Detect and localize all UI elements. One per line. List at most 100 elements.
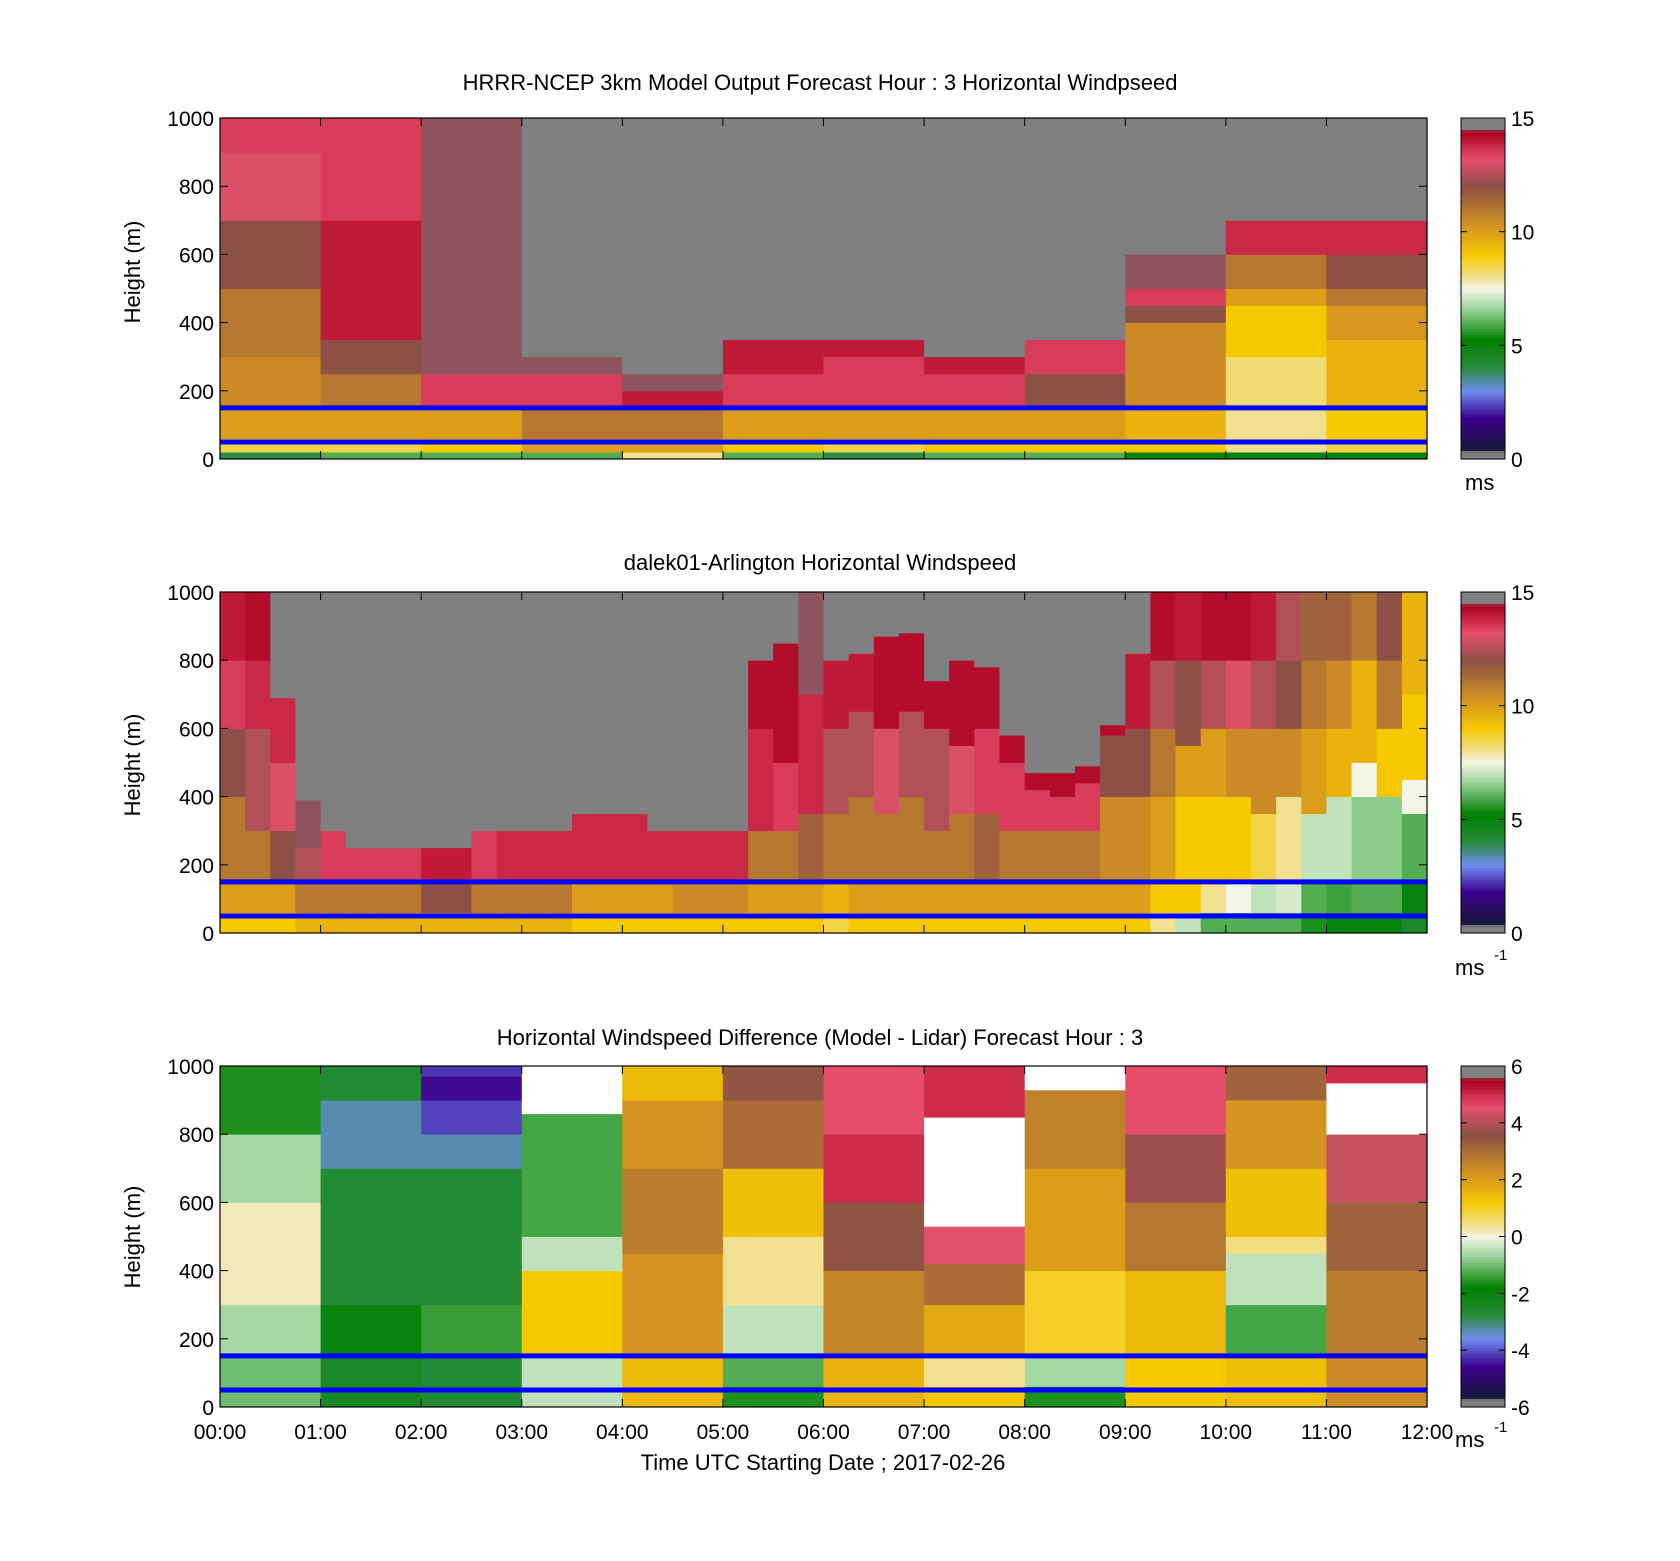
heatmap-cell: [1150, 660, 1177, 729]
heatmap-cell: [924, 407, 1026, 439]
heatmap-cell: [597, 881, 623, 913]
colorbar-swatch: [1461, 1128, 1505, 1132]
colorbar-swatch: [1461, 379, 1505, 383]
colorbar-swatch: [1461, 177, 1505, 182]
colorbar-swatch: [1461, 637, 1505, 641]
heatmap-cell: [1200, 881, 1227, 913]
colorbar-swatch: [1461, 240, 1505, 244]
colorbar-swatch: [1461, 1088, 1505, 1093]
colorbar-swatch: [1461, 260, 1505, 264]
heatmap-cell: [220, 220, 322, 289]
colorbar-swatch: [1461, 200, 1505, 204]
heatmap-cell: [1024, 789, 1051, 832]
heatmap-cell: [1100, 725, 1126, 736]
colorbar-swatch: [1461, 1227, 1505, 1232]
heatmap-cell: [521, 592, 548, 814]
colorbar-swatch: [1461, 671, 1505, 676]
colorbar-swatch: [1461, 924, 1505, 928]
heatmap-cell: [748, 660, 774, 729]
colorbar-swatch: [1461, 1404, 1505, 1408]
x-tick-label: 00:00: [194, 1421, 247, 1444]
heatmap-cell: [1326, 1202, 1428, 1271]
colorbar-swatch: [1461, 668, 1505, 673]
heatmap-cell: [521, 830, 548, 883]
colorbar-swatch: [1461, 1199, 1505, 1203]
colorbar-swatch: [1461, 405, 1505, 409]
colorbar-swatch: [1461, 1335, 1505, 1340]
heatmap-cell: [823, 660, 850, 729]
colorbar-swatch: [1461, 430, 1505, 435]
heatmap-cell: [672, 830, 699, 883]
heatmap-cell: [974, 813, 1001, 883]
colorbar-swatch: [1461, 643, 1505, 647]
heatmap-cell: [1251, 592, 1277, 661]
heatmap-cell: [1326, 254, 1428, 289]
colorbar-swatch: [1461, 1111, 1505, 1115]
colorbar-swatch: [1461, 1145, 1505, 1150]
colorbar-swatch: [1461, 1259, 1505, 1263]
colorbar-swatch: [1461, 1279, 1505, 1283]
heatmap-cell: [697, 830, 724, 883]
colorbar-swatch: [1461, 1392, 1505, 1397]
heatmap-cell: [220, 118, 322, 153]
colorbar-swatch: [1461, 248, 1505, 253]
heatmap-cell: [798, 694, 825, 815]
heatmap-cell: [421, 1100, 523, 1135]
colorbar-swatch: [1461, 118, 1505, 122]
heatmap-cell: [622, 452, 724, 460]
heatmap-cell: [823, 881, 850, 913]
heatmap-cell: [1024, 592, 1051, 774]
heatmap-cell: [496, 592, 523, 818]
heatmap-cell: [823, 1355, 925, 1408]
heatmap-cell: [1125, 322, 1227, 409]
colorbar-swatch: [1461, 228, 1505, 233]
colorbar-swatch: [1461, 915, 1505, 920]
colorbar-swatch: [1461, 782, 1505, 786]
colorbar-swatch: [1461, 816, 1505, 820]
colorbar-swatch: [1461, 1318, 1505, 1323]
heatmap-cell: [722, 881, 749, 913]
heatmap-cell: [1326, 796, 1353, 883]
heatmap-cell: [823, 118, 925, 340]
colorbar-swatch: [1461, 697, 1505, 701]
marker-lines: [220, 879, 1427, 919]
colorbar-swatch: [1461, 277, 1505, 281]
heatmap-cell: [924, 452, 1026, 460]
colorbar-swatch: [1461, 413, 1505, 417]
heatmap-cell: [1225, 356, 1327, 409]
colorbar-swatch: [1461, 223, 1505, 227]
heatmap-cell: [1175, 745, 1202, 797]
colorbar-swatch: [1461, 830, 1505, 835]
colorbar-swatch: [1461, 654, 1505, 658]
colorbar-swatch: [1461, 1162, 1505, 1167]
heatmap-cell: [1049, 881, 1076, 913]
colorbar-swatch: [1461, 759, 1505, 764]
heatmap-cell: [521, 881, 548, 913]
heatmap-cell: [220, 881, 246, 913]
colorbar-swatch: [1461, 390, 1505, 395]
colorbar-swatch: [1461, 297, 1505, 301]
colorbar-swatch: [1461, 859, 1505, 863]
colorbar-swatch: [1461, 1159, 1505, 1164]
colorbar-swatch: [1461, 1281, 1505, 1286]
heatmap-cell: [722, 452, 825, 460]
colorbar-swatch: [1461, 1395, 1505, 1400]
colorbar-swatch: [1461, 359, 1505, 363]
heatmap-cell: [848, 796, 875, 883]
colorbar-swatch: [1461, 441, 1505, 446]
colorbar-swatch: [1461, 143, 1505, 148]
colorbar-swatch: [1461, 1344, 1505, 1348]
heatmap-cell: [1251, 881, 1277, 913]
colorbar-swatch: [1461, 368, 1505, 372]
heatmap-cell: [270, 762, 296, 832]
colorbar-swatch: [1461, 1284, 1505, 1289]
colorbar-swatch: [1461, 597, 1505, 602]
colorbar-swatch: [1461, 1247, 1505, 1252]
colorbar-swatch: [1461, 850, 1505, 855]
heatmap-cell: [1075, 592, 1101, 767]
y-tick-label: 800: [179, 1124, 214, 1147]
colorbar-swatch: [1461, 751, 1505, 755]
heatmap-cell: [1225, 452, 1327, 460]
heatmap-cell: [748, 881, 774, 913]
colorbar-swatch: [1461, 810, 1505, 815]
